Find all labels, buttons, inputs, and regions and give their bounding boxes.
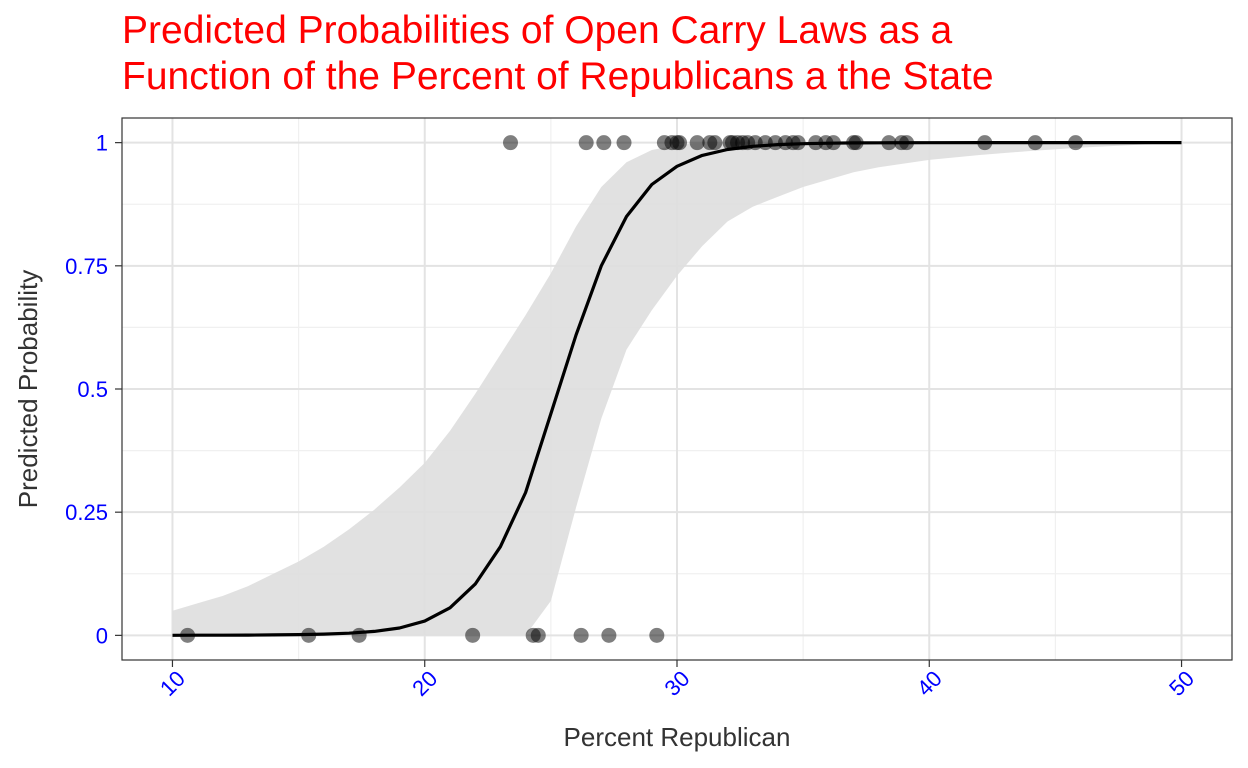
- data-point: [465, 627, 481, 643]
- data-point: [1027, 135, 1043, 151]
- data-point: [301, 627, 317, 643]
- x-tick-label: 40: [912, 666, 947, 701]
- data-point: [899, 135, 915, 151]
- x-tick-label: 50: [1164, 666, 1199, 701]
- data-point: [977, 135, 993, 151]
- data-point: [790, 135, 806, 151]
- data-point: [530, 627, 546, 643]
- data-point: [180, 627, 196, 643]
- x-tick-label: 30: [660, 666, 695, 701]
- y-tick-label: 0: [96, 623, 108, 648]
- data-point: [881, 135, 897, 151]
- data-point: [573, 627, 589, 643]
- data-point: [848, 135, 864, 151]
- y-tick-label: 0.75: [65, 254, 108, 279]
- data-point: [578, 135, 594, 151]
- chart-title-line: Function of the Percent of Republicans a…: [122, 55, 994, 98]
- ribbon-layer: [172, 142, 1182, 636]
- data-point: [649, 627, 665, 643]
- chart-title-line: Predicted Probabilities of Open Carry La…: [122, 9, 953, 52]
- y-tick-label: 0.25: [65, 500, 108, 525]
- data-point: [596, 135, 612, 151]
- data-point: [707, 135, 723, 151]
- data-point: [1068, 135, 1084, 151]
- data-point: [503, 135, 518, 151]
- data-point: [351, 627, 367, 643]
- point-layer: [180, 135, 1084, 643]
- data-point: [601, 627, 617, 643]
- x-tick-label: 10: [155, 666, 190, 701]
- y-tick-label: 1: [96, 131, 108, 156]
- confidence-ribbon: [172, 142, 1182, 636]
- x-tick-label: 20: [407, 666, 442, 701]
- y-axis-title: Predicted Probability: [13, 270, 43, 508]
- y-tick-label: 0.5: [77, 377, 108, 402]
- x-axis-title: Percent Republican: [564, 722, 791, 752]
- chart-title: Predicted Probabilities of Open Carry La…: [122, 8, 1222, 100]
- data-point: [825, 135, 841, 151]
- data-point: [689, 135, 705, 151]
- data-point: [616, 135, 632, 151]
- data-point: [672, 135, 688, 151]
